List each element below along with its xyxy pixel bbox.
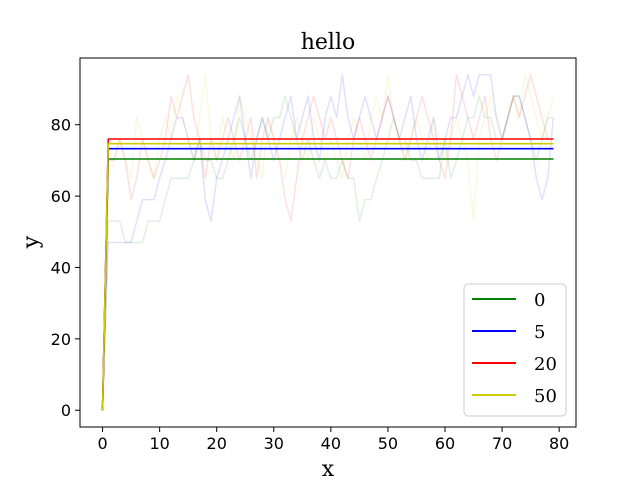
raw-series-line-0 [101,95,554,411]
legend-label-5: 5 [534,322,545,343]
raw-series-line-5 [101,74,555,411]
series-line-50 [101,142,554,411]
series-line-0 [101,158,554,411]
legend-label-50: 50 [534,386,557,407]
y-tick-label: 60 [51,187,71,206]
x-tick-label: 50 [378,434,398,453]
y-tick-label: 40 [51,258,71,277]
raw-series-line-20 [101,74,554,411]
legend-box [463,283,567,417]
raw-series-line-50 [101,74,555,411]
legend: 0 5 20 50 [463,283,567,417]
series-line-5 [101,147,554,411]
x-tick-label: 20 [207,434,227,453]
x-tick-label: 70 [492,434,512,453]
y-axis-label: y [19,235,44,249]
plot-frame [79,57,577,428]
raw-series-group [101,74,555,411]
series-line-20 [101,138,554,411]
legend-label-0: 0 [534,290,545,311]
y-tick-label: 80 [51,116,71,135]
x-tick-label: 30 [264,434,284,453]
x-tick-label: 60 [435,434,455,453]
x-axis-ticks: 0 10 20 30 40 50 60 70 80 [97,427,569,453]
y-tick-label: 0 [61,401,71,420]
x-tick-label: 10 [149,434,169,453]
x-tick-label: 0 [97,434,107,453]
y-axis-ticks: 0 20 40 60 80 [51,116,80,420]
series-group [101,138,554,411]
x-tick-label: 40 [321,434,341,453]
x-tick-label: 80 [549,434,569,453]
x-axis-label: x [322,457,335,480]
chart-title: hello [301,30,356,55]
legend-label-20: 20 [534,354,557,375]
y-tick-label: 20 [51,330,71,349]
